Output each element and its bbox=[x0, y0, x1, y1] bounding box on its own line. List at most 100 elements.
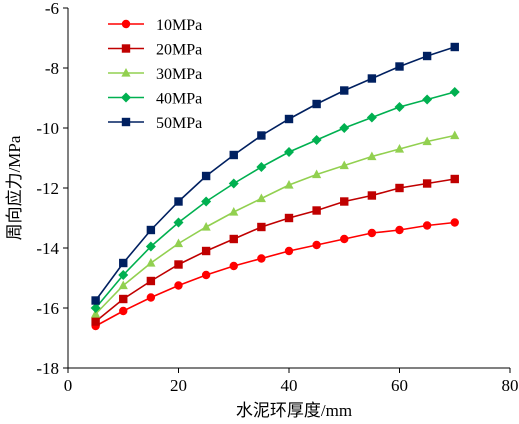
series-10MPa bbox=[91, 218, 459, 331]
tick-labels: 0 20 40 60 80 -18 -16 -14 -12 -10 -8 -6 bbox=[36, 0, 518, 395]
data-point bbox=[366, 112, 377, 123]
x-tick-label: 40 bbox=[281, 376, 298, 395]
y-tick-label: -16 bbox=[36, 299, 59, 318]
series-line bbox=[95, 134, 455, 315]
data-point bbox=[422, 51, 432, 61]
data-point bbox=[174, 260, 183, 269]
data-point bbox=[91, 296, 100, 305]
data-point bbox=[340, 234, 349, 244]
legend-label: 20MPa bbox=[156, 42, 202, 59]
y-tick-label: -18 bbox=[36, 359, 59, 378]
series-20MPa bbox=[91, 174, 459, 326]
data-point bbox=[229, 150, 238, 160]
series-line bbox=[95, 178, 455, 323]
data-point bbox=[339, 123, 350, 133]
series-group bbox=[90, 42, 460, 331]
data-point bbox=[450, 174, 459, 184]
data-point bbox=[450, 218, 459, 227]
data-point bbox=[367, 228, 377, 238]
legend-label: 10MPa bbox=[156, 17, 202, 34]
y-axis-title: 周向应力/MPa bbox=[5, 135, 24, 240]
data-point bbox=[257, 254, 266, 263]
data-point bbox=[450, 42, 459, 52]
x-tick-label: 60 bbox=[391, 376, 408, 395]
data-point bbox=[394, 144, 405, 153]
data-point bbox=[284, 180, 294, 189]
data-point bbox=[312, 99, 321, 109]
legend-label: 40MPa bbox=[156, 91, 202, 108]
series-line bbox=[95, 91, 455, 309]
legend-item: 30MPa bbox=[108, 66, 202, 83]
legend: 10MPa 20MPa 30MPa 40MPa 50MPa bbox=[108, 17, 202, 132]
series-line bbox=[95, 221, 455, 327]
series-30MPa bbox=[91, 130, 460, 318]
data-point bbox=[118, 280, 128, 290]
data-point bbox=[284, 246, 294, 256]
data-point bbox=[201, 196, 212, 207]
data-point bbox=[312, 169, 322, 179]
legend-label: 30MPa bbox=[156, 66, 202, 83]
y-tick-label: -14 bbox=[36, 239, 59, 258]
data-point bbox=[201, 270, 211, 280]
data-point bbox=[90, 303, 101, 313]
legend-marker bbox=[121, 44, 131, 53]
y-tick-label: -10 bbox=[36, 119, 59, 138]
data-point bbox=[201, 246, 211, 256]
series-line bbox=[94, 46, 455, 301]
data-point bbox=[395, 225, 404, 235]
data-point bbox=[257, 222, 266, 232]
data-point bbox=[367, 191, 377, 200]
y-tick-label: -6 bbox=[45, 0, 59, 18]
data-point bbox=[173, 217, 184, 228]
y-tick-label: -12 bbox=[36, 179, 59, 198]
legend-marker bbox=[121, 19, 131, 29]
data-point bbox=[312, 206, 321, 215]
data-point bbox=[256, 162, 267, 172]
data-point bbox=[256, 193, 266, 203]
data-point bbox=[119, 294, 128, 304]
data-point bbox=[173, 238, 184, 248]
data-point bbox=[229, 261, 238, 271]
data-point bbox=[394, 102, 405, 112]
data-point bbox=[228, 178, 239, 189]
data-point bbox=[229, 234, 238, 244]
data-point bbox=[146, 276, 156, 286]
data-point bbox=[146, 293, 156, 302]
series-50MPa bbox=[91, 42, 459, 305]
data-point bbox=[118, 270, 129, 280]
data-point bbox=[367, 151, 377, 161]
data-point bbox=[339, 160, 349, 170]
data-point bbox=[91, 317, 100, 326]
data-point bbox=[284, 114, 294, 124]
data-point bbox=[174, 197, 183, 206]
series-40MPa bbox=[90, 87, 460, 313]
data-point bbox=[311, 135, 322, 145]
x-axis-title: 水泥环厚度/mm bbox=[236, 401, 352, 419]
legend-label: 50MPa bbox=[156, 115, 202, 132]
legend-marker bbox=[121, 68, 131, 77]
y-tick-label: -8 bbox=[45, 59, 59, 78]
data-point bbox=[284, 213, 294, 223]
data-point bbox=[145, 241, 156, 252]
data-point bbox=[422, 94, 433, 105]
data-point bbox=[284, 147, 294, 157]
data-point bbox=[340, 86, 349, 95]
legend-item: 20MPa bbox=[108, 42, 202, 59]
data-point bbox=[91, 309, 101, 318]
data-point bbox=[395, 183, 404, 193]
data-point bbox=[422, 136, 432, 146]
x-tick-label: 0 bbox=[64, 376, 73, 395]
data-point bbox=[146, 258, 156, 267]
axes bbox=[63, 7, 511, 373]
data-point bbox=[119, 258, 128, 268]
data-point bbox=[312, 240, 321, 250]
legend-marker bbox=[121, 92, 131, 103]
x-tick-label: 20 bbox=[170, 376, 187, 395]
data-point bbox=[422, 179, 432, 188]
legend-item: 10MPa bbox=[108, 17, 202, 34]
legend-item: 40MPa bbox=[108, 91, 202, 108]
data-point bbox=[422, 221, 432, 230]
data-point bbox=[201, 171, 211, 181]
x-tick-label: 80 bbox=[502, 376, 519, 395]
